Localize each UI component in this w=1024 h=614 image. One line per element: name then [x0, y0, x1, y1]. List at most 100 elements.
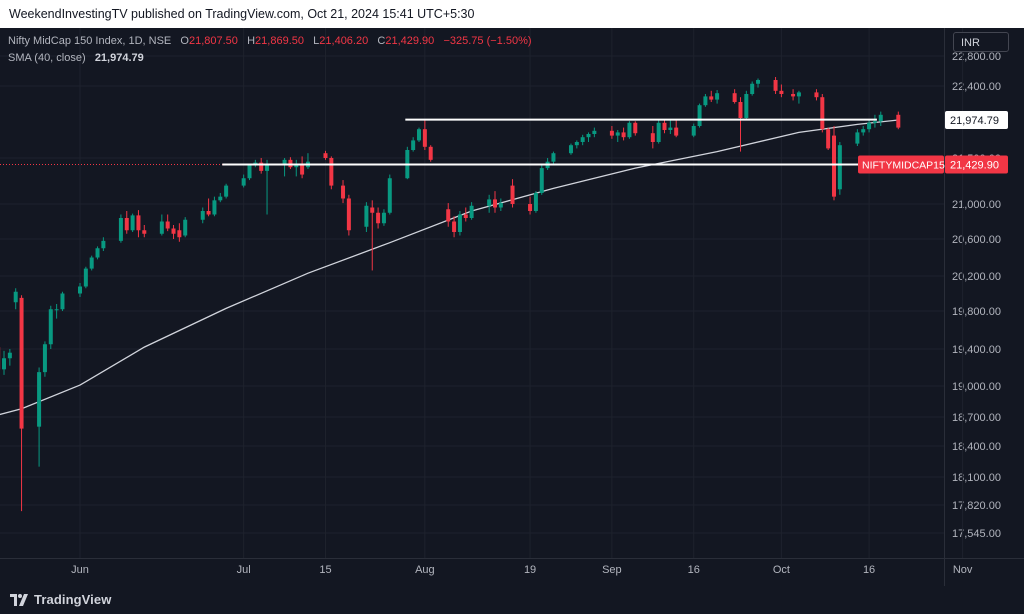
candle-body[interactable] [323, 153, 328, 158]
candle-body[interactable] [346, 198, 351, 231]
candle-body[interactable] [709, 96, 714, 100]
candle-body[interactable] [381, 212, 386, 224]
candle-body[interactable] [796, 92, 801, 97]
candle-body[interactable] [422, 129, 427, 147]
candle-body[interactable] [580, 137, 585, 142]
candle-body[interactable] [370, 207, 375, 213]
candle-body[interactable] [656, 122, 661, 142]
currency-button[interactable]: INR [953, 32, 1009, 52]
candle-body[interactable] [2, 358, 7, 370]
candle-body[interactable] [510, 185, 515, 204]
candle-body[interactable] [282, 159, 287, 166]
candle-body[interactable] [668, 127, 673, 130]
candle-body[interactable] [95, 248, 100, 258]
candle-body[interactable] [212, 200, 217, 215]
candle-body[interactable] [341, 185, 346, 199]
sma-line[interactable] [0, 119, 899, 441]
candle-body[interactable] [738, 102, 743, 118]
candle-body[interactable] [609, 130, 614, 136]
candle-body[interactable] [142, 230, 147, 234]
candle-body[interactable] [364, 205, 369, 227]
candle-body[interactable] [446, 209, 451, 222]
candle-body[interactable] [574, 142, 579, 146]
candle-body[interactable] [773, 80, 778, 91]
candle-body[interactable] [633, 122, 638, 134]
candle-body[interactable] [13, 291, 18, 303]
candle-body[interactable] [855, 132, 860, 144]
candle-body[interactable] [241, 178, 246, 186]
candle-body[interactable] [259, 162, 264, 171]
candle-body[interactable] [896, 114, 901, 128]
candle-body[interactable] [697, 105, 702, 126]
candle-body[interactable] [89, 257, 94, 269]
candle-body[interactable] [101, 240, 106, 249]
candle-body[interactable] [130, 215, 135, 231]
candle-body[interactable] [452, 221, 457, 233]
candle-body[interactable] [867, 122, 872, 130]
candle-body[interactable] [487, 199, 492, 206]
sma-label[interactable]: SMA (40, close) [8, 52, 86, 64]
candle-body[interactable] [265, 165, 270, 171]
candle-body[interactable] [586, 134, 591, 138]
candle-body[interactable] [48, 309, 53, 345]
candle-body[interactable] [820, 97, 825, 130]
candle-body[interactable] [779, 90, 784, 94]
candle-body[interactable] [218, 196, 223, 201]
candle-body[interactable] [171, 228, 176, 234]
candle-body[interactable] [159, 221, 164, 234]
symbol-description[interactable]: Nifty MidCap 150 Index, 1D, NSE [8, 35, 172, 47]
candle-body[interactable] [177, 230, 182, 238]
candle-body[interactable] [124, 218, 129, 231]
candle-body[interactable] [83, 268, 88, 287]
candle-body[interactable] [715, 93, 720, 100]
candle-body[interactable] [732, 93, 737, 102]
candle-body[interactable] [183, 219, 188, 236]
candle-body[interactable] [662, 122, 667, 130]
price-chart[interactable]: 17,545.00 17,820.00 18,100.00 18,400.00 18,7… [0, 28, 1024, 586]
candle-body[interactable] [118, 218, 123, 241]
candle-body[interactable] [428, 146, 433, 160]
candle-body[interactable] [826, 129, 831, 149]
candle-body[interactable] [136, 215, 141, 231]
candle-body[interactable] [247, 165, 252, 179]
candle-body[interactable] [861, 129, 866, 133]
candle-body[interactable] [457, 214, 462, 233]
candle-body[interactable] [387, 178, 392, 213]
candle-body[interactable] [469, 205, 474, 218]
candle-body[interactable] [54, 309, 59, 311]
candle-body[interactable] [165, 221, 170, 229]
candle-body[interactable] [837, 145, 842, 190]
candle-body[interactable] [650, 133, 655, 142]
candle-body[interactable] [42, 344, 47, 373]
candle-body[interactable] [832, 135, 837, 197]
candle-body[interactable] [329, 158, 334, 186]
candle-body[interactable] [78, 286, 82, 294]
candle-body[interactable] [750, 83, 755, 94]
candle-body[interactable] [224, 185, 229, 197]
candle-body[interactable] [674, 127, 679, 136]
candle-body[interactable] [878, 114, 883, 122]
candle-body[interactable] [300, 163, 305, 175]
chart-panel[interactable]: 17,545.00 17,820.00 18,100.00 18,400.00 18,7… [0, 28, 1024, 586]
candle-body[interactable] [814, 92, 819, 98]
candle-body[interactable] [627, 122, 632, 138]
candle-body[interactable] [7, 352, 12, 359]
candle-body[interactable] [539, 168, 544, 193]
candle-body[interactable] [463, 214, 468, 219]
candle-body[interactable] [551, 153, 556, 162]
candle-body[interactable] [744, 94, 749, 118]
candle-body[interactable] [872, 121, 877, 123]
candle-body[interactable] [37, 372, 42, 427]
candle-body[interactable] [621, 132, 626, 138]
candle-body[interactable] [60, 293, 65, 310]
candle-body[interactable] [592, 130, 597, 134]
candle-body[interactable] [691, 126, 696, 136]
candle-body[interactable] [568, 145, 573, 154]
candle-body[interactable] [615, 132, 620, 136]
candle-body[interactable] [791, 94, 796, 97]
candle-body[interactable] [498, 203, 503, 208]
candle-body[interactable] [492, 199, 497, 208]
candle-body[interactable] [200, 211, 205, 220]
candle-body[interactable] [376, 212, 381, 224]
candle-body[interactable] [417, 129, 422, 141]
